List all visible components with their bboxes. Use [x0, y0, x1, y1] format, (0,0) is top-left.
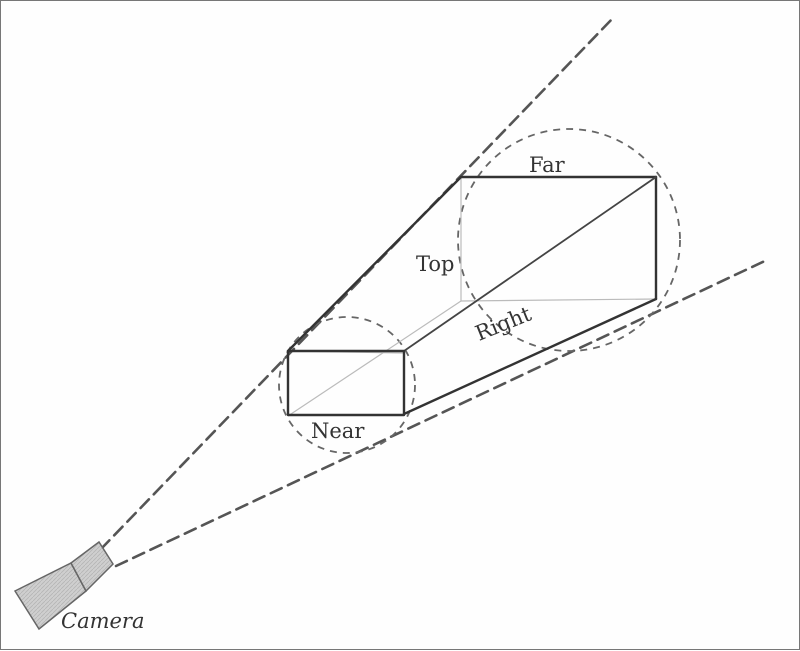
near-bounding-circle: [278, 316, 416, 454]
upper-view-ray: [99, 16, 615, 551]
bottom-left-hidden-edge: [287, 300, 462, 417]
near-label: Near: [311, 419, 365, 443]
top-label: Top: [416, 252, 454, 276]
top-left-edge: [286, 175, 463, 353]
camera-icon: [13, 540, 114, 631]
far-bounding-circle: [457, 128, 681, 352]
top-right-edge: [403, 176, 657, 352]
far-label: Far: [529, 153, 566, 177]
camera-label: Camera: [61, 609, 145, 633]
lower-view-ray: [114, 257, 771, 568]
bottom-right-edge: [402, 297, 658, 416]
near-plane: [286, 349, 406, 417]
far-bottom-hidden-edge: [460, 298, 657, 302]
